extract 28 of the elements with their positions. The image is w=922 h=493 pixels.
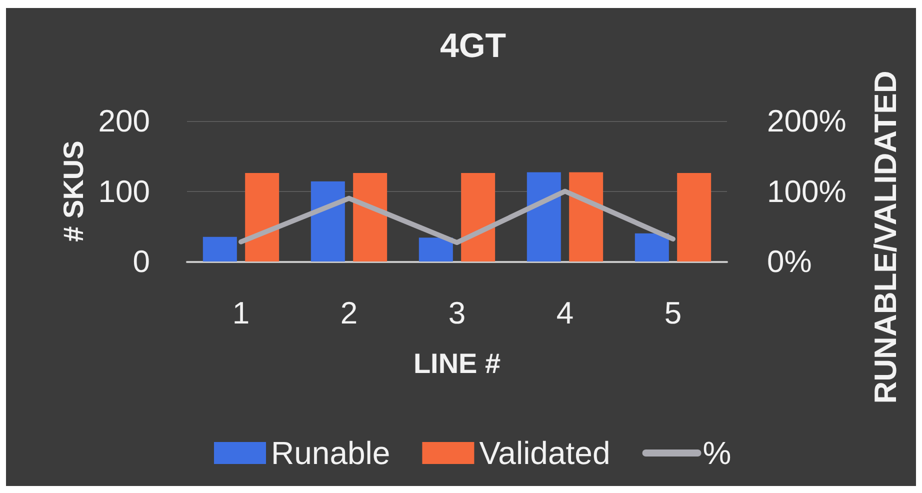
y2-tick-label: 100% bbox=[767, 174, 846, 209]
legend-label: Validated bbox=[479, 435, 610, 471]
bar bbox=[202, 236, 237, 262]
bar bbox=[461, 172, 496, 262]
x-tick-label: 4 bbox=[556, 296, 574, 330]
bar bbox=[310, 181, 345, 262]
y-tick-label: 0 bbox=[132, 244, 150, 279]
bar bbox=[634, 233, 669, 262]
x-tick-label: 1 bbox=[232, 296, 250, 330]
bar bbox=[569, 172, 604, 262]
x-tick-label: 3 bbox=[448, 296, 466, 330]
y2-axis-title: RUNABLE/VALIDATED bbox=[868, 70, 903, 404]
y-tick-label: 100 bbox=[98, 174, 150, 209]
y-axis-title: # SKUS bbox=[58, 140, 89, 242]
y2-tick-label: 0% bbox=[767, 244, 812, 279]
bar bbox=[526, 172, 561, 262]
y2-tick-label: 200% bbox=[767, 104, 846, 138]
x-tick-label: 2 bbox=[340, 296, 358, 330]
x-tick-label: 5 bbox=[664, 296, 682, 330]
bar bbox=[677, 172, 712, 262]
x-axis-title: LINE # bbox=[413, 348, 501, 379]
chart-title: 4GT bbox=[440, 27, 506, 65]
bar bbox=[353, 172, 388, 262]
legend-label: Runable bbox=[271, 435, 390, 471]
bar bbox=[418, 238, 453, 262]
bar bbox=[245, 172, 280, 262]
y-tick-label: 200 bbox=[98, 104, 150, 138]
legend-label: % bbox=[702, 435, 732, 471]
